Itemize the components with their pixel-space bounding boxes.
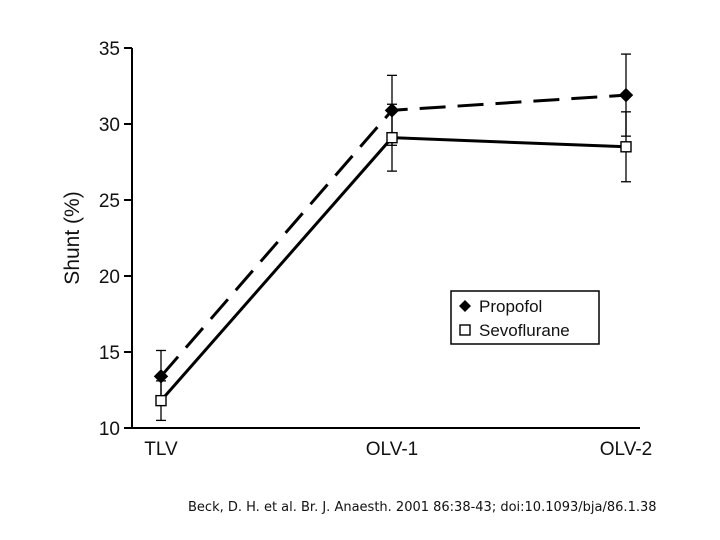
x-tick-label-olv-2: OLV-2 xyxy=(600,439,652,460)
legend-marker-propofol xyxy=(459,300,471,312)
series-propofol xyxy=(153,53,634,403)
series-layer xyxy=(153,53,634,422)
point-propofol-olv-2 xyxy=(618,87,634,103)
point-sevoflurane-olv-1 xyxy=(386,131,398,144)
y-tick-label-15: 15 xyxy=(99,343,120,364)
legend: Propofol Sevoflurane xyxy=(450,290,600,345)
legend-marker-sevoflurane xyxy=(459,324,471,336)
series-sevoflurane xyxy=(155,103,632,422)
y-tick-label-30: 30 xyxy=(99,115,120,136)
point-sevoflurane-tlv xyxy=(155,394,167,407)
legend-box xyxy=(450,290,600,345)
y-tick-label-25: 25 xyxy=(99,191,120,212)
axes: 10 15 20 25 30 35 TLV OLV-1 OLV-2 Shunt (%) xyxy=(61,39,652,460)
y-axis-title: Shunt (%) xyxy=(61,191,84,284)
legend-label-sevoflurane: Sevoflurane xyxy=(479,321,570,340)
y-tick-label-35: 35 xyxy=(99,39,120,60)
y-tick-label-20: 20 xyxy=(99,267,120,288)
x-tick-label-olv-1: OLV-1 xyxy=(366,439,418,460)
citation-text: Beck, D. H. et al. Br. J. Anaesth. 2001 … xyxy=(188,500,657,515)
series-line-sevoflurane xyxy=(159,136,627,402)
x-tick-label-tlv: TLV xyxy=(144,439,178,460)
point-sevoflurane-olv-2 xyxy=(620,141,632,153)
y-tick-label-10: 10 xyxy=(99,419,120,440)
legend-label-propofol: Propofol xyxy=(479,297,542,316)
